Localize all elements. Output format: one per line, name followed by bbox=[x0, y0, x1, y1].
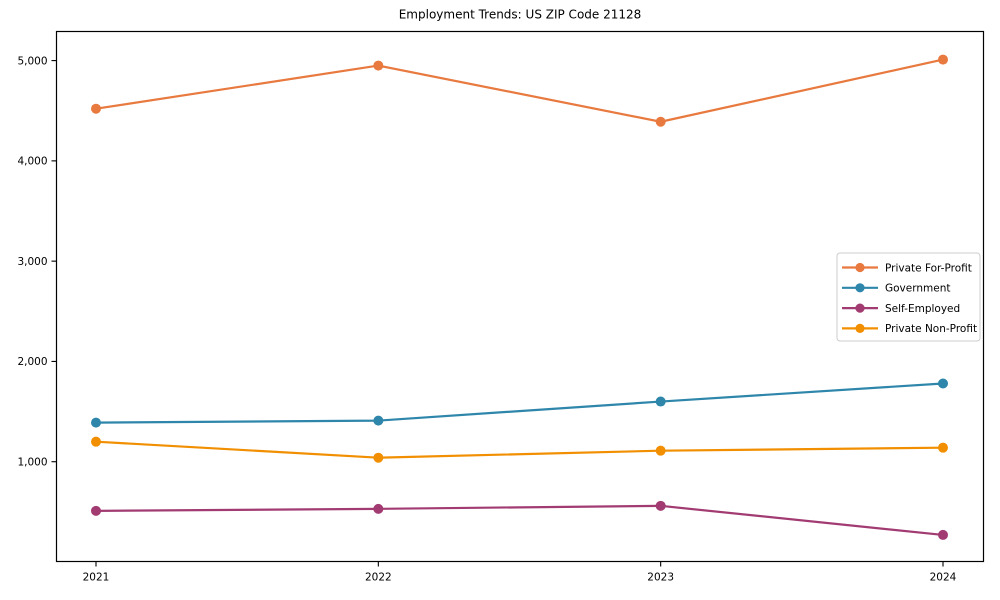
legend-label: Self-Employed bbox=[885, 303, 960, 315]
series-line-government bbox=[94, 382, 945, 424]
chart-title: Employment Trends: US ZIP Code 21128 bbox=[399, 8, 642, 22]
data-point-private-non-profit bbox=[373, 452, 384, 463]
data-point-government bbox=[655, 396, 666, 407]
series-line-private-for-profit bbox=[94, 58, 945, 123]
series-line-private-non-profit bbox=[94, 440, 945, 459]
y-tick-label: 4,000 bbox=[17, 156, 47, 168]
legend-label: Private Non-Profit bbox=[885, 323, 977, 335]
data-point-private-for-profit bbox=[91, 103, 101, 114]
y-tick-label: 2,000 bbox=[17, 356, 47, 368]
x-tick-label: 2021 bbox=[83, 572, 110, 584]
legend-marker bbox=[855, 283, 865, 293]
data-point-government bbox=[938, 378, 948, 389]
data-point-government bbox=[91, 417, 101, 428]
data-point-self-employed bbox=[373, 503, 384, 514]
data-point-self-employed bbox=[938, 529, 948, 540]
data-point-self-employed bbox=[91, 505, 101, 516]
data-point-private-for-profit bbox=[655, 116, 666, 127]
legend-marker bbox=[855, 323, 865, 333]
legend-label: Private For-Profit bbox=[885, 262, 972, 274]
data-point-private-non-profit bbox=[938, 442, 948, 453]
legend-marker bbox=[855, 303, 865, 313]
x-tick-label: 2022 bbox=[365, 572, 392, 584]
data-point-self-employed bbox=[655, 500, 666, 511]
y-tick-label: 1,000 bbox=[17, 457, 47, 469]
y-tick-label: 3,000 bbox=[17, 256, 47, 268]
series-line-self-employed bbox=[94, 504, 945, 537]
legend-marker bbox=[855, 262, 865, 273]
legend bbox=[836, 252, 981, 342]
data-point-government bbox=[373, 415, 384, 426]
x-tick-label: 2023 bbox=[647, 572, 674, 584]
data-point-private-for-profit bbox=[938, 54, 948, 65]
y-tick-label: 5,000 bbox=[17, 55, 47, 67]
legend-label: Government bbox=[885, 283, 950, 295]
data-point-private-non-profit bbox=[655, 445, 666, 456]
data-point-private-for-profit bbox=[373, 60, 384, 71]
data-point-private-non-profit bbox=[91, 436, 101, 447]
x-tick-label: 2024 bbox=[930, 572, 957, 584]
plot-frame bbox=[55, 30, 985, 563]
